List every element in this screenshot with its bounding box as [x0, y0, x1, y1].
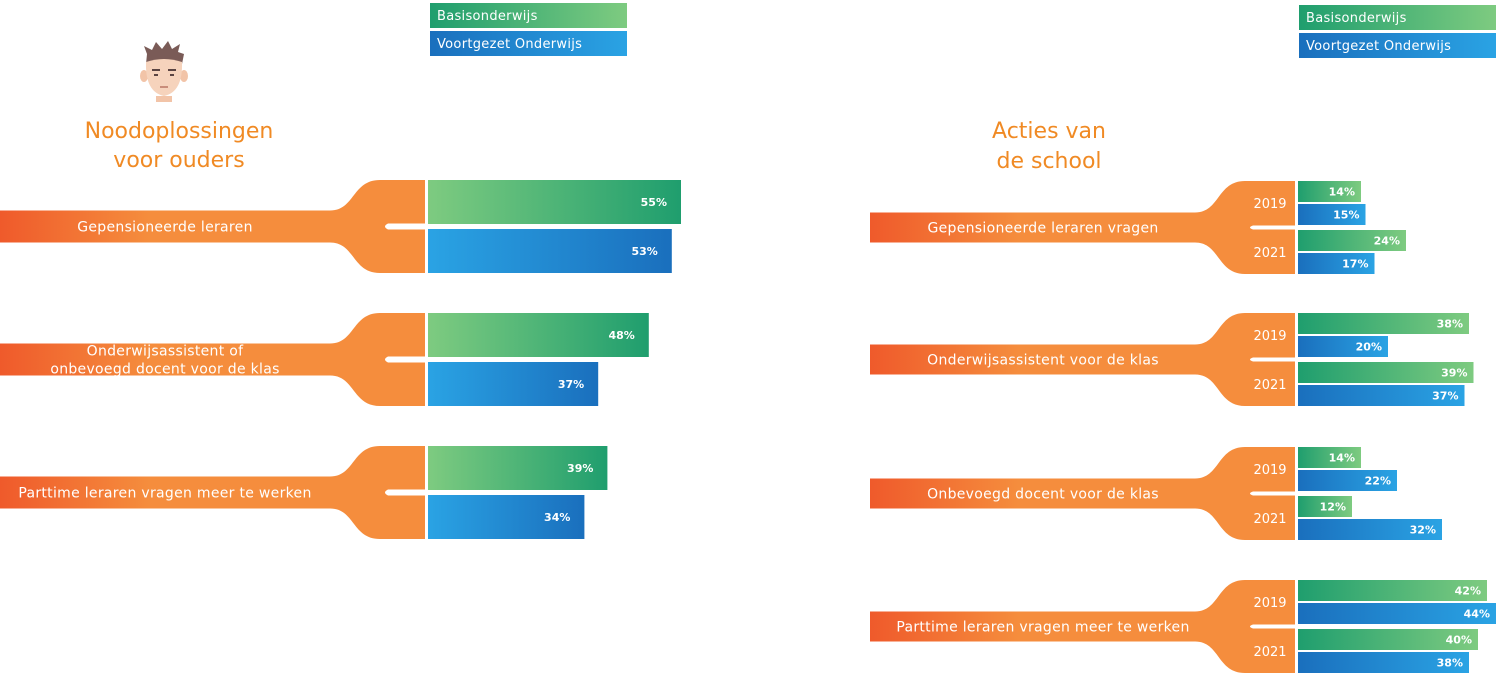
bar-value-label: 42%: [1455, 585, 1481, 598]
legend-swatch-voortgezet: [1299, 33, 1496, 58]
bar-basisonderwijs: [1298, 230, 1406, 251]
bar-voortgezet-onderwijs: [1298, 652, 1469, 673]
category-group: Onderwijsassistent of onbevoegd docent vo…: [0, 313, 649, 406]
category-label: Gepensioneerde leraren vragen: [927, 221, 1158, 237]
title-left: Noodoplossingen voor ouders: [85, 119, 274, 173]
title-right-line-1: Acties van: [992, 119, 1106, 144]
bar-value-label: 39%: [1441, 367, 1467, 380]
bar-basisonderwijs: [428, 180, 681, 224]
category-connector: [870, 313, 1295, 406]
bar-basisonderwijs: [1298, 496, 1352, 517]
bar-value-label: 53%: [631, 245, 657, 258]
category-connector: [0, 313, 425, 406]
year-label: 2021: [1253, 378, 1286, 393]
legend-swatch-voortgezet: [430, 31, 627, 56]
year-label: 2021: [1253, 645, 1286, 660]
bar-basisonderwijs: [1298, 362, 1474, 383]
legend-swatch-basisonderwijs: [430, 3, 627, 28]
legend-right: Basisonderwijs Voortgezet Onderwijs: [1299, 5, 1496, 58]
legend-label-voortgezet: Voortgezet Onderwijs: [1306, 39, 1451, 54]
category-group: Onderwijsassistent voor de klas 2019 38% 20…: [870, 313, 1474, 406]
bar-value-label: 24%: [1374, 235, 1400, 248]
bar-value-label: 15%: [1333, 209, 1359, 222]
bar-basisonderwijs: [1298, 313, 1469, 334]
category-label: Onderwijsassistent voor de klas: [927, 353, 1159, 369]
title-right: Acties van de school: [992, 119, 1106, 174]
title-left-line-1: Noodoplossingen: [85, 119, 274, 144]
bar-value-label: 17%: [1342, 258, 1368, 271]
bar-voortgezet-onderwijs: [1298, 603, 1496, 624]
bar-value-label: 14%: [1329, 452, 1355, 465]
bar-value-label: 34%: [544, 511, 570, 524]
category-label: Onderwijsassistent of: [87, 344, 245, 360]
bar-value-label: 37%: [1432, 390, 1458, 403]
bar-voortgezet-onderwijs: [428, 362, 599, 406]
legend-left: Basisonderwijs Voortgezet Onderwijs: [430, 3, 627, 56]
bar-basisonderwijs: [428, 313, 649, 357]
category-connector: [0, 446, 425, 539]
category-group: Onbevoegd docent voor de klas 2019 14% 22% 2…: [870, 447, 1442, 540]
bar-value-label: 40%: [1446, 634, 1472, 647]
bar-voortgezet-onderwijs: [1298, 519, 1442, 540]
chart-left: Gepensioneerde leraren 55% 53% Onderwijsass…: [0, 180, 681, 539]
category-label: Gepensioneerde leraren: [77, 220, 253, 236]
year-label: 2019: [1253, 329, 1286, 344]
title-right-line-2: de school: [996, 149, 1101, 174]
category-label: Onbevoegd docent voor de klas: [927, 487, 1159, 503]
category-label: onbevoegd docent voor de klas: [50, 362, 279, 378]
year-label: 2019: [1253, 197, 1286, 212]
bar-voortgezet-onderwijs: [428, 495, 585, 539]
bar-value-label: 38%: [1437, 657, 1463, 670]
bar-value-label: 22%: [1365, 475, 1391, 488]
bar-value-label: 38%: [1437, 318, 1463, 331]
bar-basisonderwijs: [1298, 181, 1361, 202]
bar-basisonderwijs: [1298, 629, 1478, 650]
category-label: Parttime leraren vragen meer te werken: [18, 486, 311, 502]
chart-right: Gepensioneerde leraren vragen 2019 14% 15% 2…: [870, 181, 1496, 673]
bar-value-label: 37%: [558, 378, 584, 391]
category-connector: [0, 180, 425, 273]
bar-voortgezet-onderwijs: [1298, 336, 1388, 357]
category-group: Parttime leraren vragen meer te werken 20…: [870, 580, 1496, 673]
category-connector: [870, 181, 1295, 274]
bar-value-label: 12%: [1320, 501, 1346, 514]
category-label: Parttime leraren vragen meer te werken: [896, 620, 1189, 636]
bar-value-label: 32%: [1410, 524, 1436, 537]
category-group: Parttime leraren vragen meer te werken 39…: [0, 446, 608, 539]
bar-voortgezet-onderwijs: [1298, 385, 1465, 406]
year-label: 2021: [1253, 512, 1286, 527]
bar-value-label: 14%: [1329, 186, 1355, 199]
bar-value-label: 39%: [567, 462, 593, 475]
bar-value-label: 55%: [641, 196, 667, 209]
legend-label-basisonderwijs: Basisonderwijs: [437, 9, 538, 24]
year-label: 2019: [1253, 596, 1286, 611]
bar-value-label: 44%: [1464, 608, 1490, 621]
category-connector: [870, 580, 1295, 673]
bar-voortgezet-onderwijs: [1298, 470, 1397, 491]
bar-basisonderwijs: [1298, 447, 1361, 468]
bar-value-label: 20%: [1356, 341, 1382, 354]
bar-voortgezet-onderwijs: [428, 229, 672, 273]
category-group: Gepensioneerde leraren 55% 53%: [0, 180, 681, 273]
bar-basisonderwijs: [428, 446, 608, 490]
legend-label-basisonderwijs: Basisonderwijs: [1306, 11, 1407, 26]
year-label: 2021: [1253, 246, 1286, 261]
bar-value-label: 48%: [608, 329, 634, 342]
title-left-line-2: voor ouders: [113, 148, 244, 173]
year-label: 2019: [1253, 463, 1286, 478]
category-group: Gepensioneerde leraren vragen 2019 14% 15% 2…: [870, 181, 1406, 274]
bar-voortgezet-onderwijs: [1298, 253, 1375, 274]
category-connector: [870, 447, 1295, 540]
legend-swatch-basisonderwijs: [1299, 5, 1496, 30]
legend-label-voortgezet: Voortgezet Onderwijs: [437, 37, 582, 52]
bar-voortgezet-onderwijs: [1298, 204, 1366, 225]
parent-avatar-icon: [140, 41, 188, 102]
bar-basisonderwijs: [1298, 580, 1487, 601]
